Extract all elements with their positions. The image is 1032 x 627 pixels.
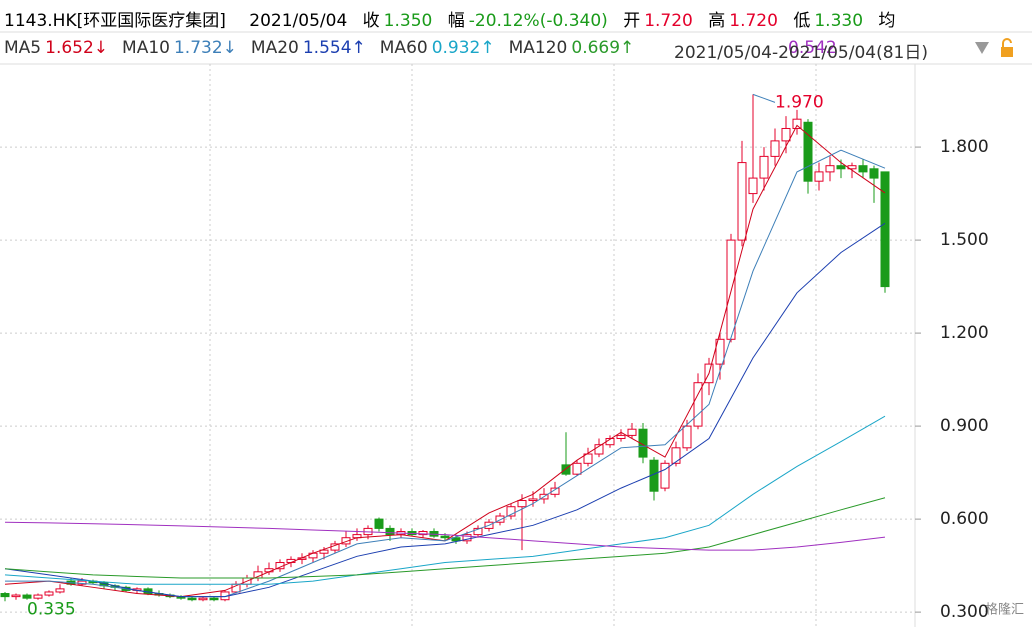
candle-body — [187, 597, 197, 601]
vertical-grid — [209, 64, 817, 627]
legend-name: MA120 — [508, 38, 568, 58]
candle-body — [792, 118, 802, 129]
low: 1.330 — [814, 11, 864, 31]
candle-body — [660, 462, 670, 489]
y-tick-label: 1.500 — [940, 230, 989, 250]
candle-body — [814, 171, 824, 182]
ma-line — [4, 415, 886, 585]
candle-body — [374, 518, 384, 529]
label: 收 — [362, 11, 380, 31]
label: 高 — [708, 11, 726, 31]
candle-body — [385, 527, 395, 536]
stock-title: 1143.HK[环亚国际医疗集团] — [4, 11, 226, 31]
label: 低 — [793, 11, 811, 31]
candle-body — [627, 428, 637, 436]
candle-body — [803, 121, 813, 182]
candle-body — [836, 165, 846, 170]
ma-line — [4, 497, 886, 579]
candle-body — [880, 171, 890, 288]
y-tick-label: 0.600 — [940, 509, 989, 529]
y-tick-label: 1.800 — [940, 137, 989, 157]
candle-body — [506, 506, 516, 517]
candle-body — [616, 434, 626, 440]
candle-body — [473, 527, 483, 536]
candle-body — [528, 498, 538, 502]
candle-body — [825, 165, 835, 173]
annotation: 0.335 — [27, 599, 76, 619]
candle-body — [495, 515, 505, 523]
candle-body — [451, 537, 461, 542]
candle-body — [11, 594, 21, 598]
candle-body — [198, 597, 208, 601]
close: 1.350 — [383, 11, 433, 31]
legend-value: 0.669↑ — [571, 38, 635, 58]
candle-body — [572, 462, 582, 475]
candle-body — [517, 500, 527, 508]
legend-name: MA10 — [122, 38, 170, 58]
ma-line — [5, 149, 886, 598]
candle-body — [22, 594, 32, 599]
date-range: 2021/05/04-2021/05/04(81日) — [674, 43, 928, 63]
candle-body — [770, 140, 780, 157]
legend-name: MA60 — [379, 38, 428, 58]
y-tick-label: 0.300 — [940, 602, 989, 622]
candle-body — [44, 591, 54, 596]
legend-value: 1.652↓ — [45, 38, 109, 58]
ma-legend: MA5 1.652↓ MA10 1.732↓ MA20 1.554↑ MA60 0.932↑ M… — [4, 38, 837, 58]
candle-body — [341, 537, 351, 545]
y-tick-label: 1.200 — [940, 323, 989, 343]
candle-body — [638, 428, 648, 458]
label: 幅 — [447, 11, 465, 31]
candle-body — [33, 594, 43, 599]
candle-body — [418, 531, 428, 536]
legend-name: MA20 — [250, 38, 299, 58]
header-row: 1143.HK[环亚国际医疗集团] 2021/05/04 收 1.350 幅 -20… — [4, 6, 899, 31]
change: -20.12%(-0.340) — [468, 11, 608, 31]
y-tick-label: 0.900 — [940, 416, 989, 436]
candle-body — [0, 593, 10, 598]
candle-body — [869, 168, 879, 179]
label: 均 — [878, 11, 896, 31]
candle-body — [715, 338, 725, 365]
date: 2021/05/04 — [249, 11, 348, 31]
candle-body — [858, 165, 868, 173]
candle-body — [671, 447, 681, 464]
annotation: 1.970 — [775, 92, 824, 112]
open: 1.720 — [644, 11, 693, 31]
legend-value: 1.732↓ — [173, 38, 237, 58]
candle-body — [583, 453, 593, 464]
legend-value: 0.932↑ — [431, 38, 495, 58]
candle-body — [748, 177, 758, 195]
candle-body — [550, 487, 560, 495]
ma-line — [4, 521, 886, 551]
candle-body — [209, 597, 219, 601]
legend-value: 1.554↑ — [302, 38, 366, 58]
ma-line — [4, 222, 886, 598]
candle-body — [462, 534, 472, 542]
candle-body — [737, 162, 747, 241]
candle-body — [55, 588, 65, 593]
candle-body — [319, 549, 329, 554]
candle-body — [759, 155, 769, 179]
annotation-pointer — [752, 93, 776, 103]
label: 开 — [623, 11, 641, 31]
candle-body — [693, 382, 703, 427]
candle-body — [781, 127, 791, 142]
candle-body — [440, 535, 450, 539]
watermark: 格隆汇 — [985, 602, 1024, 618]
candle-body — [561, 464, 571, 475]
legend-name: MA5 — [4, 38, 42, 58]
lock-icon[interactable] — [1001, 38, 1013, 57]
high: 1.720 — [729, 11, 778, 31]
candle-body — [682, 425, 692, 449]
dropdown-icon[interactable] — [975, 42, 989, 54]
legend-value: 0.542 — [788, 38, 837, 58]
